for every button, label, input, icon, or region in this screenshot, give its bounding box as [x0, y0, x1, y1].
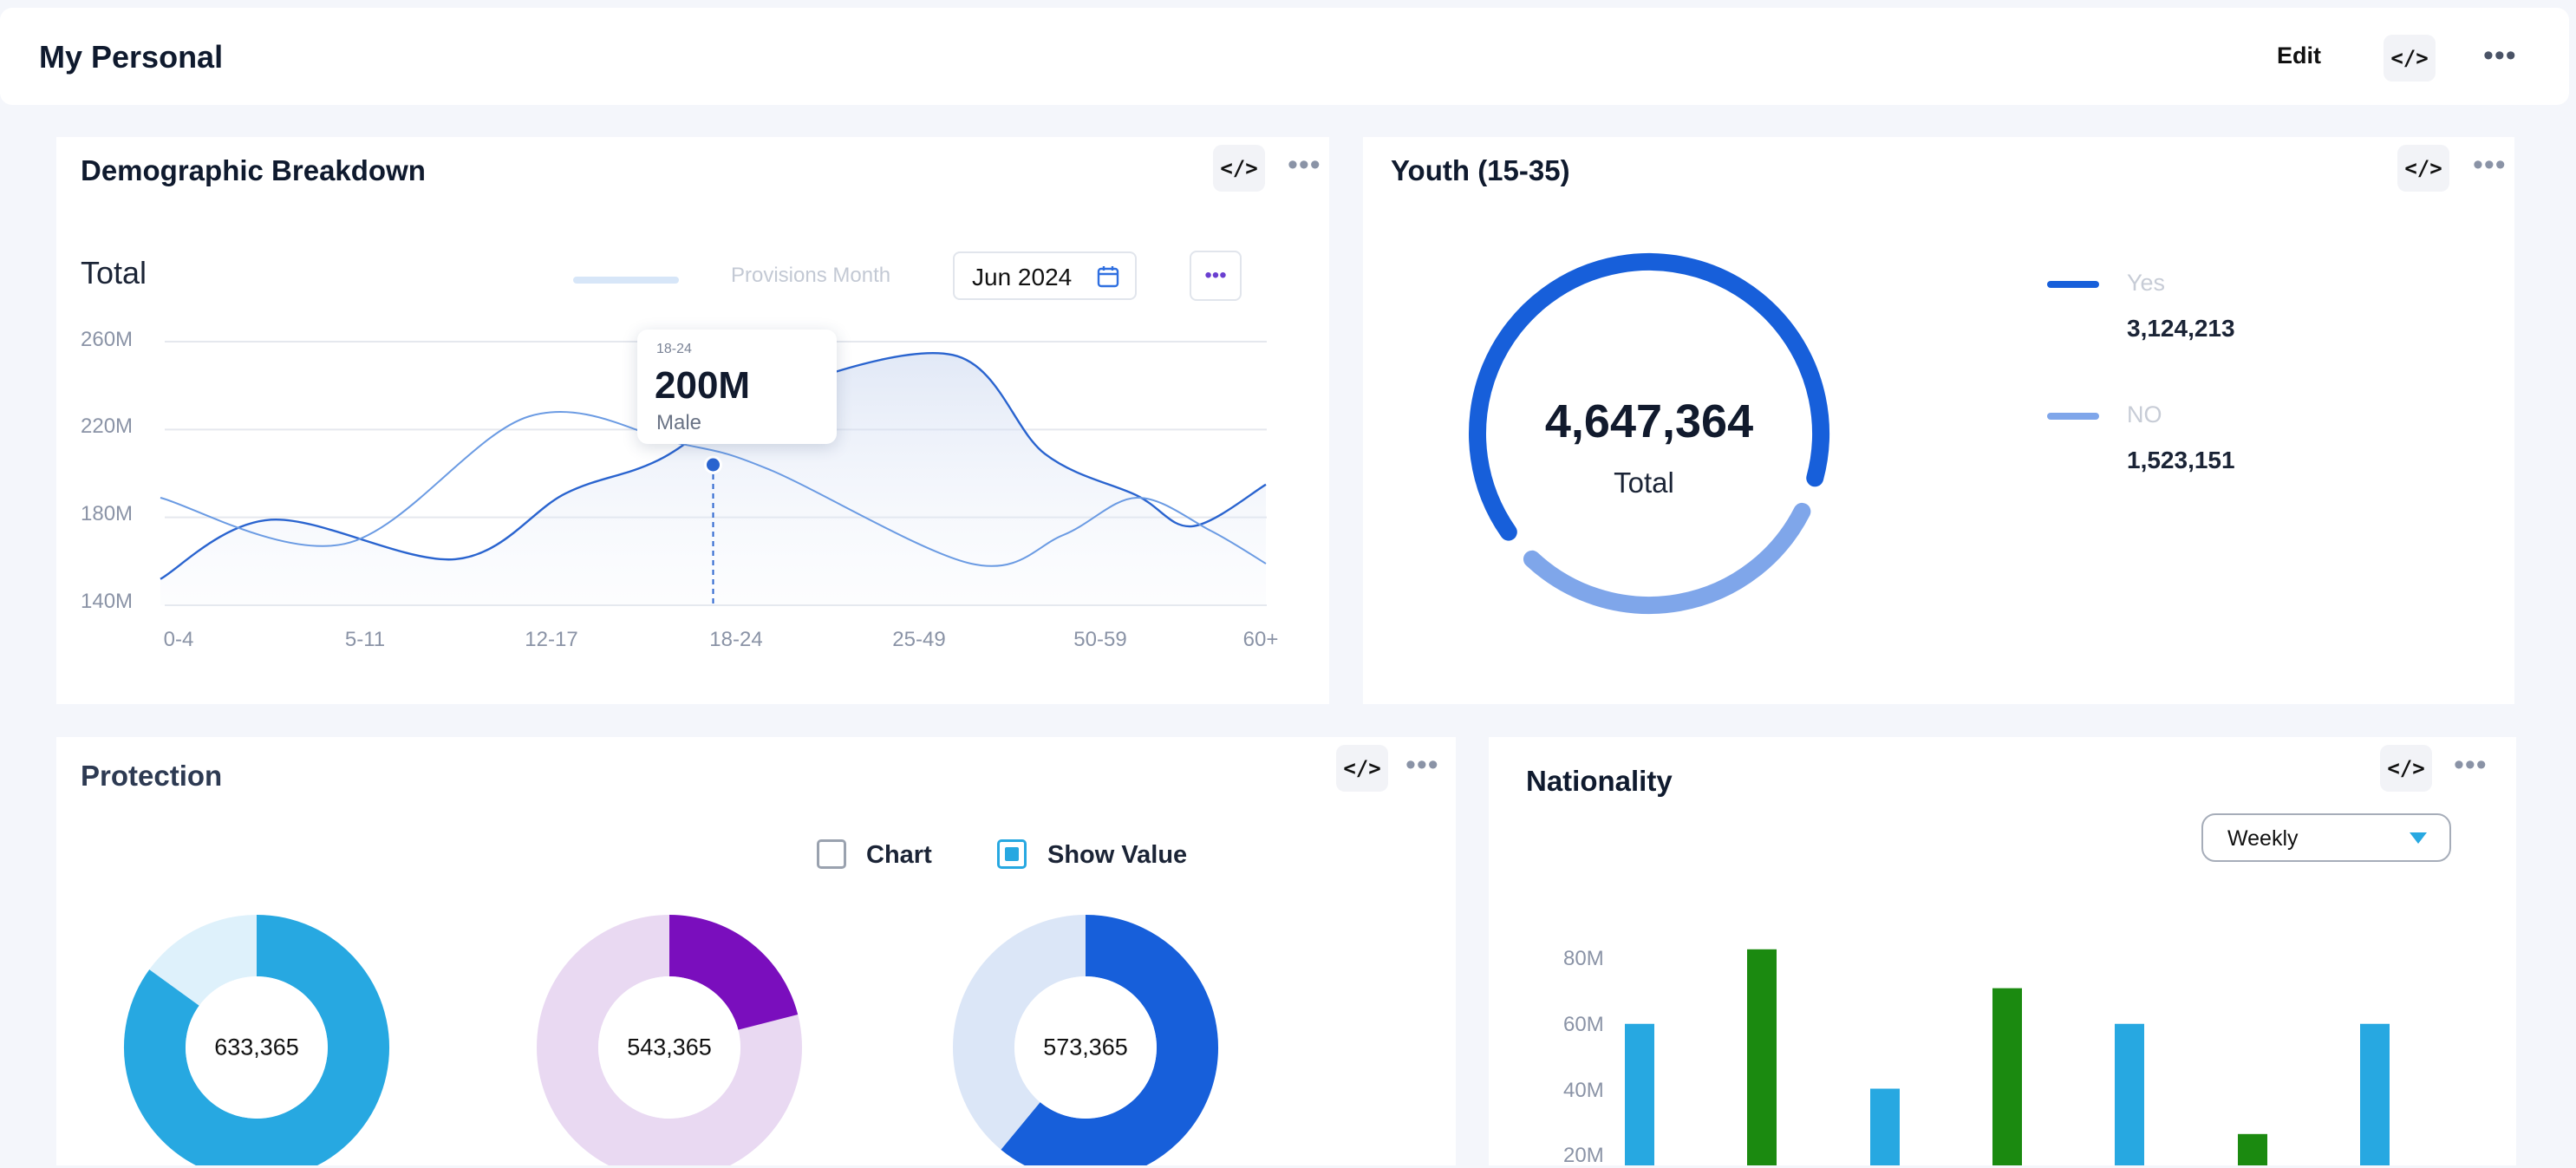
page-title: My Personal [39, 39, 224, 75]
x-tick: 50-59 [1073, 628, 1127, 651]
x-tick: 60+ [1242, 628, 1279, 651]
youth-card: Youth (15-35) </> ••• 4,647,364 Total Ye… [1363, 137, 2514, 704]
bar [1870, 1088, 1900, 1165]
donut-value: 633,365 [214, 1034, 299, 1060]
show-value-label: Show Value [1047, 841, 1188, 869]
x-tick: 12-17 [525, 628, 578, 651]
embed-code-button[interactable]: </> [1213, 145, 1265, 192]
legend-label: Provisions Month [731, 264, 891, 287]
legend-label-no: NO [2127, 401, 2162, 427]
chart-checkbox-label: Chart [866, 841, 932, 869]
tooltip-value: 200M [655, 364, 751, 407]
chart-options-button[interactable]: ••• [1190, 251, 1242, 301]
legend-swatch [2047, 281, 2099, 288]
card-title: Nationality [1526, 765, 1673, 797]
edit-button[interactable]: Edit [2277, 42, 2321, 69]
y-tick: 180M [81, 502, 134, 525]
chart-checkbox[interactable] [817, 839, 846, 869]
y-tick: 60M [1563, 1013, 1604, 1036]
bar [2360, 1023, 2390, 1165]
youth-ring-chart [1469, 253, 1829, 614]
more-options-button[interactable]: ••• [2473, 148, 2507, 181]
bar [2238, 1133, 2267, 1165]
chevron-down-icon [2410, 832, 2427, 844]
show-value-checkbox[interactable] [997, 839, 1027, 869]
embed-code-button[interactable]: </> [2397, 145, 2449, 192]
more-options-button[interactable]: ••• [2483, 39, 2517, 72]
highlight-point [704, 455, 722, 474]
legend-swatch [2047, 413, 2099, 420]
y-tick: 220M [81, 414, 134, 438]
donut-segment [1001, 915, 1218, 1165]
donut-hole [186, 976, 328, 1119]
x-tick: 0-4 [163, 628, 194, 651]
card-title: Youth (15-35) [1391, 154, 1570, 186]
donut-hole [1014, 976, 1157, 1119]
y-tick: 20M [1563, 1144, 1604, 1167]
donut-hole [598, 976, 740, 1119]
series-line-female [160, 411, 1267, 567]
tooltip-series: Male [656, 411, 702, 434]
donut-value: 573,365 [1043, 1034, 1128, 1060]
demographic-breakdown-card: Demographic Breakdown </> ••• Total Prov… [56, 137, 1329, 704]
month-picker-value: Jun 2024 [972, 264, 1073, 290]
month-picker[interactable]: Jun 2024 [953, 251, 1137, 300]
top-bar: My Personal Edit </> ••• [0, 8, 2569, 105]
code-icon: </> [2387, 756, 2425, 780]
y-tick: 80M [1563, 947, 1604, 970]
code-icon: </> [1343, 756, 1381, 780]
legend-value-yes: 3,124,213 [2127, 315, 2235, 342]
embed-code-button[interactable]: </> [2384, 35, 2436, 82]
ring-segment-no [1523, 502, 1811, 614]
code-icon: </> [2390, 46, 2429, 70]
x-tick: 5-11 [344, 628, 386, 651]
embed-code-button[interactable]: </> [1336, 745, 1388, 792]
nationality-card: Nationality </> ••• Weekly 80M 60M 40M 2… [1489, 737, 2516, 1167]
x-tick: 25-49 [892, 628, 946, 651]
embed-code-button[interactable]: </> [2380, 745, 2432, 792]
bar [1625, 1023, 1654, 1165]
y-tick: 40M [1563, 1079, 1604, 1102]
bar [1992, 988, 2022, 1165]
card-title: Demographic Breakdown [81, 154, 426, 186]
legend-swatch [573, 277, 679, 284]
donut-segment [124, 915, 389, 1165]
youth-total-value: 4,647,364 [1544, 395, 1754, 447]
card-title: Protection [81, 760, 223, 792]
tooltip-category: 18-24 [656, 342, 692, 356]
protection-donut-charts [124, 915, 1218, 1165]
nationality-bar-chart [1625, 949, 2390, 1165]
checkbox-check-mark [1005, 847, 1019, 861]
donut-value: 543,365 [627, 1034, 712, 1060]
protection-card: Protection </> ••• Chart Show Value 633,… [56, 737, 1456, 1165]
legend-label-yes: Yes [2127, 270, 2166, 296]
donut-segment [668, 915, 799, 1031]
period-select[interactable]: Weekly [2201, 813, 2451, 862]
bar [1747, 949, 1777, 1165]
period-select-value: Weekly [2227, 826, 2299, 851]
y-tick: 260M [81, 328, 134, 351]
legend-value-no: 1,523,151 [2127, 447, 2235, 473]
y-tick: 140M [81, 590, 134, 613]
code-icon: </> [2404, 156, 2442, 180]
chart-total-label: Total [81, 255, 147, 290]
bar [2115, 1023, 2144, 1165]
ring-segment-yes [1469, 253, 1829, 541]
x-tick: 18-24 [709, 628, 763, 651]
code-icon: </> [1220, 156, 1258, 180]
youth-total-label: Total [1614, 467, 1674, 499]
calendar-icon [1097, 266, 1119, 288]
chart-tooltip: 18-24 200M Male [637, 330, 837, 444]
